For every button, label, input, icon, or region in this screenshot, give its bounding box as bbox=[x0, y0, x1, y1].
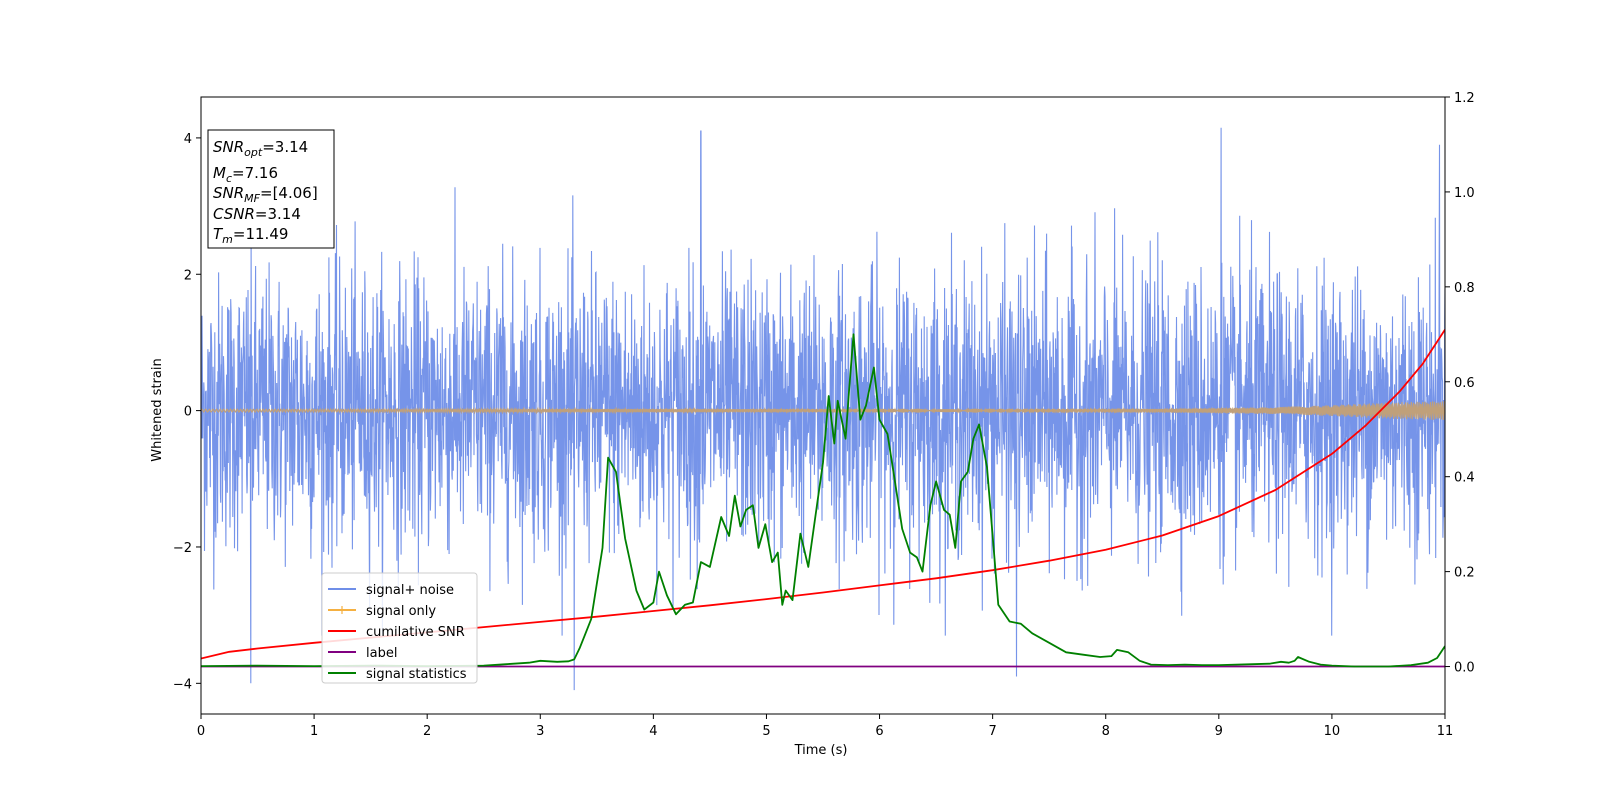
annotation-subscript: m bbox=[222, 233, 233, 246]
x-tick-label: 1 bbox=[310, 724, 318, 739]
y-tick-label: 2 bbox=[184, 268, 192, 283]
signal-noise-line bbox=[201, 127, 1445, 691]
x-tick-label: 9 bbox=[1215, 724, 1223, 739]
annotation-box-frame bbox=[207, 129, 335, 249]
annotation-line-tm: Tm=11.49 bbox=[213, 225, 288, 246]
x-tick-label: 6 bbox=[875, 724, 883, 739]
y2-tick-label: 0.6 bbox=[1454, 376, 1475, 391]
signal-noise-series bbox=[201, 127, 1445, 691]
legend: signal+ noise signal only cumilative SNR la… bbox=[321, 572, 478, 684]
annotation-symbol: M bbox=[213, 164, 226, 182]
legend-item-signal-noise: signal+ noise bbox=[328, 583, 454, 598]
legend-label: signal statistics bbox=[366, 667, 467, 682]
annotation-subscript: c bbox=[226, 172, 232, 185]
annotation-symbol: SNR bbox=[213, 138, 244, 156]
legend-label: label bbox=[366, 646, 397, 661]
annotation-subscript: MF bbox=[244, 192, 260, 205]
y2-tick-label: 0.0 bbox=[1454, 661, 1475, 676]
y2-tick-label: 0.8 bbox=[1454, 281, 1475, 296]
legend-label: signal+ noise bbox=[366, 583, 454, 598]
y2-tick-label: 1.2 bbox=[1454, 91, 1475, 106]
annotation-value: =[4.06] bbox=[260, 184, 318, 202]
annotation-line-mc: Mc=7.16 bbox=[213, 164, 278, 185]
signal-only-line bbox=[201, 401, 1445, 421]
legend-frame bbox=[321, 572, 478, 684]
y2-tick-label: 1.0 bbox=[1454, 186, 1475, 201]
x-tick-label: 5 bbox=[762, 724, 770, 739]
y2-tick-label: 0.2 bbox=[1454, 566, 1475, 581]
legend-entries: signal+ noise signal only cumilative SNR la… bbox=[328, 583, 467, 682]
y2-tick-label: 0.4 bbox=[1454, 471, 1475, 486]
x-tick-label: 4 bbox=[649, 724, 657, 739]
signal-only-series bbox=[201, 401, 1445, 421]
annotation-value: =7.16 bbox=[232, 164, 278, 182]
x-axis-label: Time (s) bbox=[794, 743, 848, 758]
y-tick-label: 4 bbox=[184, 132, 192, 147]
legend-item-label: label bbox=[328, 646, 397, 661]
y-tick-label: −2 bbox=[173, 541, 192, 556]
annotation-value: =11.49 bbox=[233, 225, 289, 243]
x-tick-label: 8 bbox=[1102, 724, 1110, 739]
y-axis-label: Whitened strain bbox=[150, 358, 165, 461]
annotation-line-snr-opt: SNRopt=3.14 bbox=[213, 138, 308, 159]
legend-item-signal-only: signal only bbox=[328, 604, 436, 619]
annotation-value: =3.14 bbox=[262, 138, 308, 156]
legend-item-cumulative-snr: cumilative SNR bbox=[328, 625, 465, 640]
annotation-symbol: CSNR bbox=[213, 205, 255, 223]
annotation-box: SNRopt=3.14 Mc=7.16 SNRMF=[4.06] CSNR=3.… bbox=[207, 129, 335, 249]
legend-label: signal only bbox=[366, 604, 436, 619]
y-tick-label: −4 bbox=[173, 677, 192, 692]
annotation-line-csnr: CSNR=3.14 bbox=[213, 205, 301, 223]
signal-statistics-line bbox=[201, 333, 1445, 668]
annotation-line-snr-mf: SNRMF=[4.06] bbox=[213, 184, 318, 205]
axis-ticks: 0 1 2 3 4 5 6 7 8 9 10 11 4 2 0 −2 −4 1.2 1.0 0.8 0.6 0.4 0.2 0… bbox=[173, 91, 1475, 739]
plot-frame bbox=[200, 96, 1446, 715]
annotation-symbol: SNR bbox=[213, 184, 244, 202]
y-tick-label: 0 bbox=[184, 405, 192, 420]
legend-item-signal-statistics: signal statistics bbox=[328, 667, 467, 682]
x-tick-label: 2 bbox=[423, 724, 431, 739]
legend-label: cumilative SNR bbox=[366, 625, 465, 640]
x-tick-label: 0 bbox=[197, 724, 205, 739]
x-tick-label: 3 bbox=[536, 724, 544, 739]
x-tick-label: 11 bbox=[1437, 724, 1454, 739]
annotation-subscript: opt bbox=[244, 146, 263, 159]
x-tick-label: 7 bbox=[988, 724, 996, 739]
x-tick-label: 10 bbox=[1324, 724, 1341, 739]
annotation-symbol: T bbox=[213, 225, 224, 243]
annotation-value: =3.14 bbox=[255, 205, 301, 223]
